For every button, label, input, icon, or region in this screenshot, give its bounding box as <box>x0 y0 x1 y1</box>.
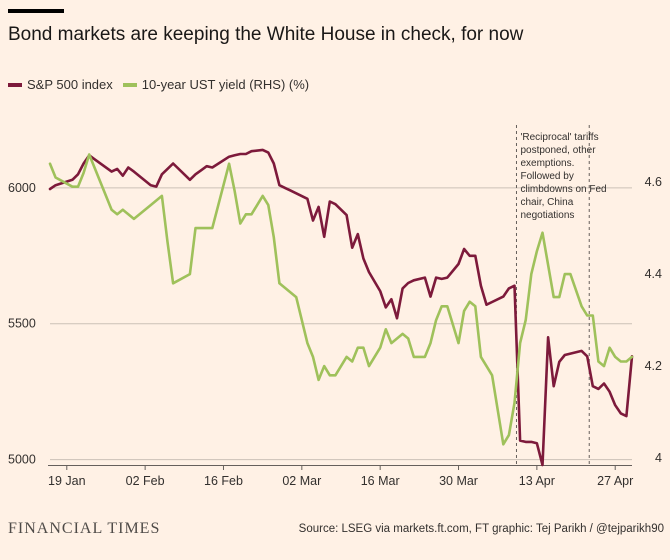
annotation-line-3: Followed by <box>520 171 573 182</box>
y-right-tick-4-6: 4.6 <box>645 175 662 189</box>
x-tick-label-7: 27 Apr <box>597 474 633 488</box>
ust-yield-line <box>48 153 634 446</box>
legend: S&P 500 index 10-year UST yield (RHS) (%… <box>8 77 319 92</box>
y-left-tick-6000: 6000 <box>8 181 36 195</box>
brand-bar <box>8 9 64 13</box>
legend-item-ust-yield: 10-year UST yield (RHS) (%) <box>122 77 310 92</box>
annotation-line-0: 'Reciprocal' tariffs <box>520 132 598 143</box>
x-tick-label-0: 19 Jan <box>48 474 86 488</box>
annotation-line-6: negotiations <box>520 210 574 221</box>
annotation-line-5: chair, China <box>520 197 573 208</box>
ft-logo: FINANCIAL TIMES <box>8 520 161 537</box>
x-tick-label-6: 13 Apr <box>519 474 555 488</box>
x-tick-label-5: 30 Mar <box>439 474 478 488</box>
annotation-line-2: exemptions. <box>520 158 574 169</box>
y-right-tick-4-4: 4.4 <box>645 267 662 281</box>
legend-swatch-ust-yield <box>122 82 137 87</box>
annotation-line-1: postponed, other <box>520 145 596 156</box>
source-note: Source: LSEG via markets.ft.com, FT grap… <box>298 523 664 535</box>
sp500-line <box>48 148 634 467</box>
y-right-tick-4: 4 <box>655 451 662 465</box>
y-left-tick-5000: 5000 <box>8 453 36 467</box>
x-tick-label-1: 02 Feb <box>126 474 165 488</box>
x-tick-label-4: 16 Mar <box>361 474 400 488</box>
chart-title: Bond markets are keeping the White House… <box>8 24 524 45</box>
x-tick-label-2: 16 Feb <box>204 474 243 488</box>
legend-swatch-sp500 <box>8 82 22 87</box>
legend-label-sp500: S&P 500 index <box>27 77 113 92</box>
y-left-tick-5500: 5500 <box>8 317 36 331</box>
y-right-tick-4-2: 4.2 <box>645 359 662 373</box>
annotation-line-4: climbdowns on Fed <box>520 184 606 195</box>
legend-item-sp500: S&P 500 index <box>8 77 113 92</box>
legend-label-ust-yield: 10-year UST yield (RHS) (%) <box>141 77 310 92</box>
x-tick-label-3: 02 Mar <box>282 474 321 488</box>
